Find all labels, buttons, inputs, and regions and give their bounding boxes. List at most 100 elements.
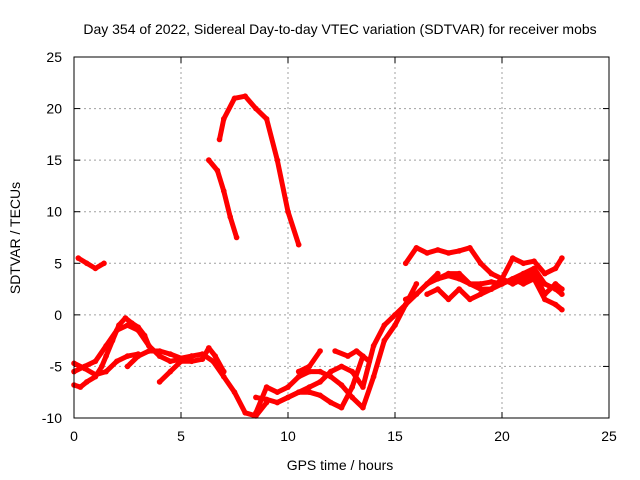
data-point [306,384,313,390]
data-point [206,345,212,351]
data-point [509,255,516,261]
data-point [402,301,409,308]
data-point [81,365,88,372]
data-point [424,281,430,287]
data-point [167,358,174,365]
data-point [499,276,505,282]
series-track-17 [435,270,565,298]
data-point [206,157,212,163]
data-point [349,368,356,375]
series-track-14 [402,245,565,282]
data-point [103,343,109,349]
data-point [263,396,270,403]
data-point [199,356,206,363]
data-point [103,353,109,359]
data-point [392,322,398,329]
x-tick-label: 5 [177,428,185,444]
data-point [353,348,360,354]
data-point [424,250,430,256]
data-point [92,371,99,378]
data-point [349,394,356,401]
series-track-12 [295,348,323,375]
data-point [221,188,227,194]
y-tick-label: 10 [46,204,62,220]
data-point [552,281,559,287]
data-point [188,353,195,359]
data-point [435,270,441,277]
y-tick-label: -10 [42,410,62,426]
data-point [156,353,163,359]
data-point [233,234,240,241]
series-line [332,348,372,364]
series-line [253,281,419,405]
data-point [263,384,270,390]
data-point [124,322,131,329]
data-point [295,368,302,375]
y-tick-label: 5 [54,255,62,271]
data-point [285,208,291,215]
data-point [188,358,195,365]
series-line [403,265,565,302]
data-point [531,265,537,272]
data-point [92,265,99,272]
data-point [253,410,259,416]
data-point [456,248,463,254]
data-point [559,255,565,261]
series-track-5 [124,348,195,370]
data-point [295,241,302,248]
data-point [84,260,90,267]
data-point [531,258,537,265]
data-point [531,270,537,277]
y-tick-label: 25 [46,49,62,65]
data-point [477,291,484,298]
data-point [338,404,345,411]
x-tick-labels: 0 5 10 15 20 25 [70,428,617,444]
data-point [542,270,548,277]
data-point [295,389,302,396]
y-tick-label: -5 [50,358,63,374]
data-point [214,167,221,174]
x-tick-label: 0 [70,428,78,444]
y-tick-label: 0 [54,307,62,323]
data-point [146,348,152,354]
data-point [227,214,233,220]
data-point [402,260,409,267]
data-point [370,343,377,349]
data-point [231,389,238,396]
series-track-7 [216,93,302,248]
data-point [345,353,351,359]
chart-title: Day 354 of 2022, Sidereal Day-to-day VTE… [83,21,596,37]
series-line [75,255,107,271]
data-point [552,301,559,308]
data-point [456,270,463,277]
data-point [542,296,548,303]
data-point [242,93,248,99]
data-point [328,368,334,375]
data-point [402,296,409,303]
data-point [285,394,291,401]
data-point [253,394,259,401]
data-point [488,270,495,277]
data-point [413,281,420,287]
data-point [317,368,323,375]
data-point [84,379,90,385]
data-point [392,312,398,318]
data-point [328,373,334,380]
data-point [559,286,565,292]
data-point [75,255,82,261]
data-point [520,270,527,277]
series-track-8 [206,157,240,241]
data-point [156,348,163,354]
data-point [360,404,366,411]
data-point [317,379,323,385]
data-point [274,157,281,163]
data-point [413,291,420,298]
y-tick-label: 20 [46,101,62,117]
series-track-6 [156,345,227,385]
data-point [122,315,129,321]
data-point [99,363,105,370]
data-point [135,327,141,334]
data-point [103,368,109,375]
data-point [338,363,345,370]
data-point [306,389,313,396]
